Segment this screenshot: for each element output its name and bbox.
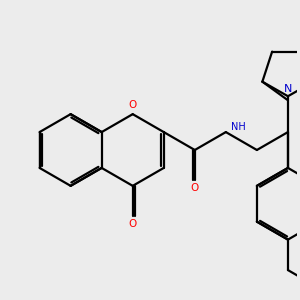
Text: O: O [129,219,137,229]
Text: NH: NH [231,122,246,132]
Text: O: O [129,100,137,110]
Text: O: O [191,183,199,193]
Text: N: N [284,84,292,94]
